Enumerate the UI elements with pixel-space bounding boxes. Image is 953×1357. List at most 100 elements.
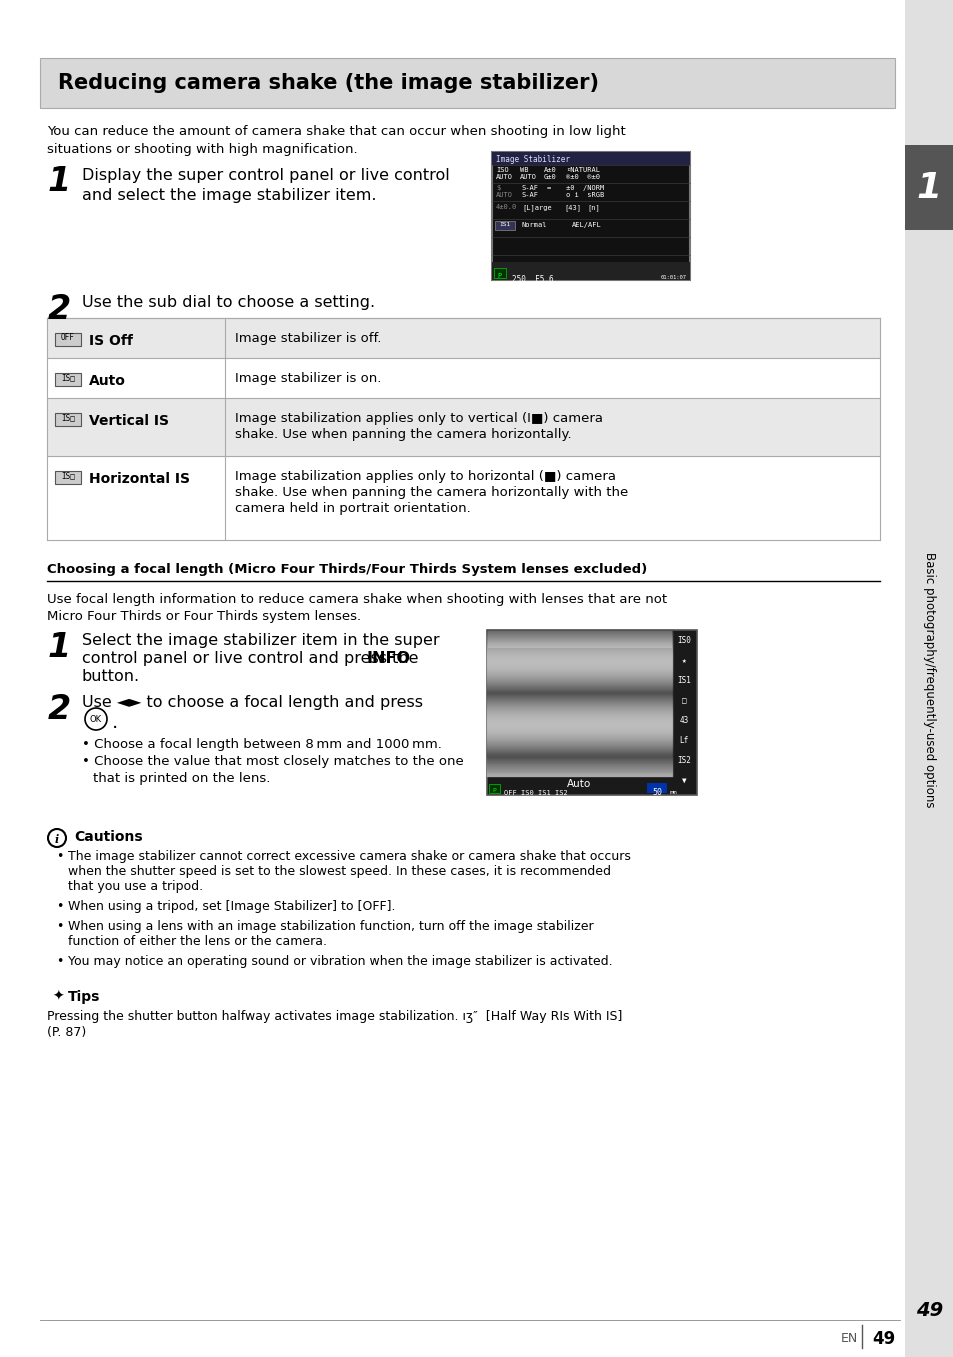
Text: Pressing the shutter button halfway activates image stabilization. ıʒ″  [Half Wa: Pressing the shutter button halfway acti…	[47, 1010, 621, 1023]
Text: • Choose a focal length between 8 mm and 1000 mm.: • Choose a focal length between 8 mm and…	[82, 738, 441, 750]
Text: ±0  /NORM: ±0 /NORM	[565, 185, 603, 191]
Text: P: P	[492, 788, 496, 792]
Text: Horizontal IS: Horizontal IS	[89, 472, 190, 486]
Bar	[671, 630, 697, 795]
Text: •: •	[56, 920, 63, 934]
Text: Use ◄► to choose a focal length and press: Use ◄► to choose a focal length and pres…	[82, 695, 422, 710]
Bar	[55, 332, 81, 346]
Text: Use focal length information to reduce camera shake when shooting with lenses th: Use focal length information to reduce c…	[47, 593, 666, 607]
Text: Auto: Auto	[566, 779, 591, 788]
Text: IS1: IS1	[498, 223, 510, 227]
Bar	[904, 0, 953, 1357]
Bar	[486, 778, 671, 795]
Text: 1: 1	[48, 631, 71, 664]
Text: • Choose the value that most closely matches to the one: • Choose the value that most closely mat…	[82, 754, 463, 768]
Text: control panel or live control and press the: control panel or live control and press …	[82, 651, 423, 666]
Text: 50: 50	[651, 788, 661, 797]
Text: Reducing camera shake (the image stabilizer): Reducing camera shake (the image stabili…	[58, 73, 598, 94]
Bar	[492, 152, 689, 280]
Text: Lf: Lf	[679, 735, 688, 745]
Bar	[486, 630, 697, 795]
Text: shake. Use when panning the camera horizontally.: shake. Use when panning the camera horiz…	[234, 427, 571, 441]
Text: •: •	[56, 900, 63, 913]
Text: when the shutter speed is set to the slowest speed. In these cases, it is recomm: when the shutter speed is set to the slo…	[68, 864, 610, 878]
Bar	[55, 413, 81, 426]
Text: 4±0.0: 4±0.0	[496, 204, 517, 210]
Text: You can reduce the amount of camera shake that can occur when shooting in low li: You can reduce the amount of camera shak…	[47, 125, 625, 138]
Text: button.: button.	[82, 669, 140, 684]
Text: Basic photography/frequently-used options: Basic photography/frequently-used option…	[923, 552, 935, 807]
Text: 2: 2	[48, 293, 71, 326]
Text: function of either the lens or the camera.: function of either the lens or the camer…	[68, 935, 327, 949]
Text: P: P	[497, 273, 501, 280]
Text: situations or shooting with high magnification.: situations or shooting with high magnifi…	[47, 142, 357, 156]
Text: When using a lens with an image stabilization function, turn off the image stabi: When using a lens with an image stabiliz…	[68, 920, 593, 934]
Text: ¤NATURAL: ¤NATURAL	[565, 167, 599, 172]
Text: that you use a tripod.: that you use a tripod.	[68, 879, 203, 893]
Text: Normal: Normal	[521, 223, 547, 228]
Text: OFF IS0 IS1 IS2: OFF IS0 IS1 IS2	[503, 790, 567, 797]
Text: ✦: ✦	[52, 991, 64, 1004]
Text: Cautions: Cautions	[74, 830, 143, 844]
Bar	[47, 358, 879, 398]
Text: ®±0  ®±0: ®±0 ®±0	[565, 174, 599, 180]
Text: 49: 49	[915, 1300, 943, 1319]
Text: Auto: Auto	[89, 375, 126, 388]
Bar	[904, 145, 953, 229]
Text: .: .	[112, 712, 118, 731]
Text: Image stabilization applies only to vertical (I■) camera: Image stabilization applies only to vert…	[234, 413, 602, 425]
Text: Choosing a focal length (Micro Four Thirds/Four Thirds System lenses excluded): Choosing a focal length (Micro Four Thir…	[47, 563, 646, 575]
Bar	[55, 471, 81, 484]
Text: Image Stabilizer: Image Stabilizer	[496, 155, 569, 164]
Text: Display the super control panel or live control: Display the super control panel or live …	[82, 168, 449, 183]
Text: =: =	[546, 185, 551, 191]
Text: IS0: IS0	[677, 636, 690, 645]
Text: ISO
AUTO: ISO AUTO	[496, 167, 513, 180]
Text: [L]arge: [L]arge	[521, 204, 551, 210]
Text: and select the image stabilizer item.: and select the image stabilizer item.	[82, 189, 376, 204]
Bar	[40, 58, 894, 109]
Text: ▼: ▼	[681, 776, 685, 784]
Text: EN: EN	[840, 1333, 857, 1345]
Text: WB
AUTO: WB AUTO	[519, 167, 537, 180]
Text: The image stabilizer cannot correct excessive camera shake or camera shake that : The image stabilizer cannot correct exce…	[68, 849, 630, 863]
Text: Vertical IS: Vertical IS	[89, 414, 169, 427]
Bar	[495, 221, 515, 229]
Text: 1: 1	[916, 171, 941, 205]
Text: that is printed on the lens.: that is printed on the lens.	[92, 772, 270, 784]
Text: •: •	[56, 955, 63, 968]
Text: o i  sRGB: o i sRGB	[565, 191, 603, 198]
Text: IS□: IS□	[61, 373, 75, 383]
Text: You may notice an operating sound or vibration when the image stabilizer is acti: You may notice an operating sound or vib…	[68, 955, 612, 968]
Text: OK: OK	[90, 715, 102, 723]
Text: Image stabilizer is off.: Image stabilizer is off.	[234, 332, 381, 345]
Text: Use the sub dial to choose a setting.: Use the sub dial to choose a setting.	[82, 294, 375, 309]
Text: 49: 49	[871, 1330, 894, 1348]
Text: [43]: [43]	[563, 204, 580, 210]
Text: IS□: IS□	[61, 413, 75, 422]
Text: camera held in portrait orientation.: camera held in portrait orientation.	[234, 502, 470, 516]
Bar	[492, 262, 689, 280]
Text: Tips: Tips	[68, 991, 100, 1004]
Bar	[646, 783, 666, 792]
Bar	[486, 649, 671, 795]
Text: $
AUTO: $ AUTO	[496, 185, 513, 198]
Text: AEL/AFL: AEL/AFL	[572, 223, 601, 228]
Bar	[494, 267, 505, 278]
Text: (P. 87): (P. 87)	[47, 1026, 86, 1039]
Text: When using a tripod, set [Image Stabilizer] to [OFF].: When using a tripod, set [Image Stabiliz…	[68, 900, 395, 913]
Text: ★: ★	[681, 655, 685, 665]
Text: IS1: IS1	[677, 676, 690, 685]
Bar	[486, 757, 671, 773]
Text: OFF: OFF	[61, 332, 75, 342]
Bar	[489, 784, 499, 792]
Text: A±0
G±0: A±0 G±0	[543, 167, 557, 180]
Text: Select the image stabilizer item in the super: Select the image stabilizer item in the …	[82, 632, 439, 649]
Text: Image stabilizer is on.: Image stabilizer is on.	[234, 372, 381, 385]
Text: •: •	[56, 849, 63, 863]
Bar	[47, 318, 879, 358]
Text: 43: 43	[679, 716, 688, 725]
Text: IS2: IS2	[677, 756, 690, 765]
Text: Image stabilization applies only to horizontal (■) camera: Image stabilization applies only to hori…	[234, 470, 616, 483]
Text: 01:01:07
4080: 01:01:07 4080	[660, 275, 686, 286]
